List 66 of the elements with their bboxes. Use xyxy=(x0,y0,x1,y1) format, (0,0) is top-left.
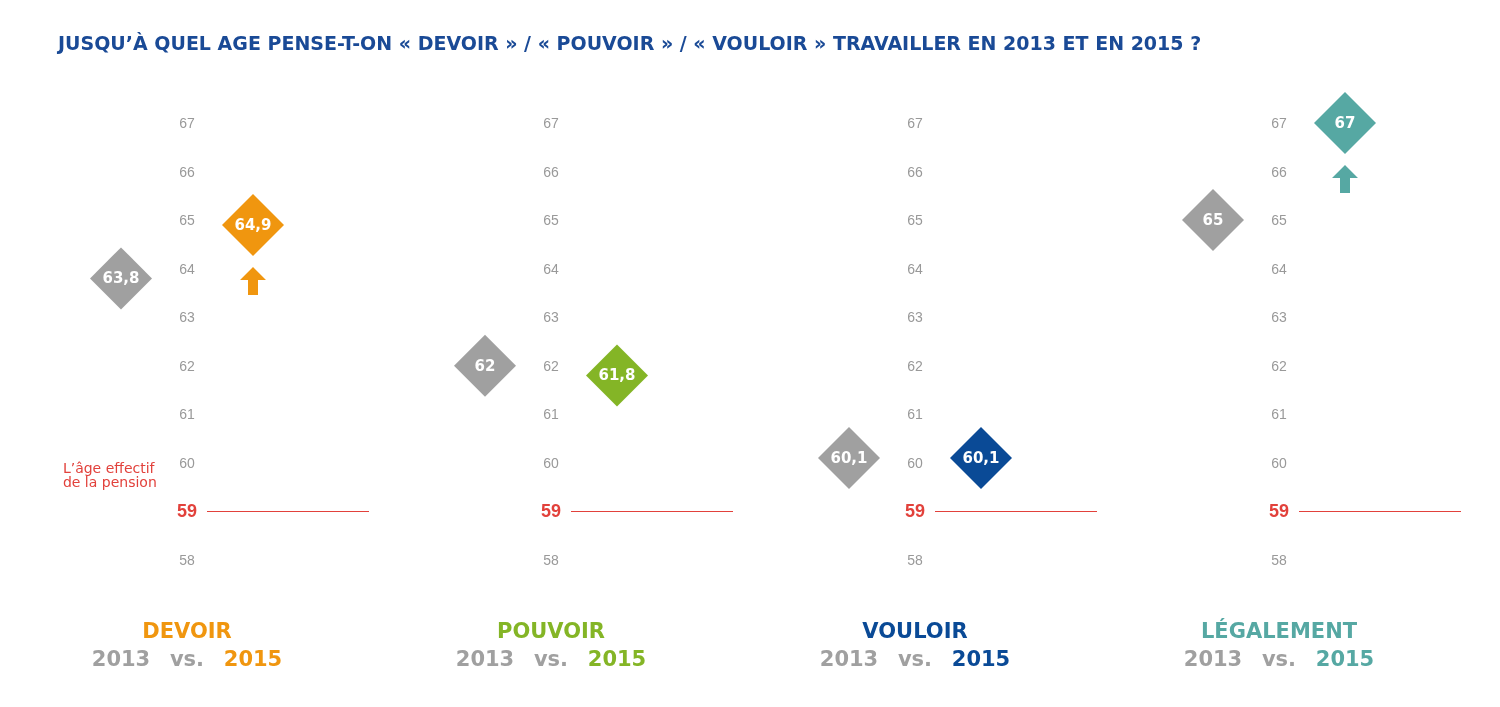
y-tick-label: 63 xyxy=(907,309,923,326)
y-tick-label: 65 xyxy=(179,212,195,229)
y-tick-label: 65 xyxy=(543,212,559,229)
y-tick-label: 59 xyxy=(1268,501,1290,522)
x-axis-title: LÉGALEMENT xyxy=(1200,617,1358,643)
data-label: 61,8 xyxy=(598,366,636,385)
y-tick-label: 59 xyxy=(176,501,198,522)
y-tick-label: 63 xyxy=(543,309,559,326)
y-tick-label: 65 xyxy=(907,212,923,229)
data-label: 60,1 xyxy=(962,449,1000,468)
x-tick-label: 2013 xyxy=(1183,646,1243,671)
data-label: 62 xyxy=(474,356,496,375)
y-tick-label: 66 xyxy=(1271,163,1287,180)
y-tick-label: 62 xyxy=(907,357,923,374)
y-tick-label: 60 xyxy=(1271,454,1287,471)
y-tick-label: 67 xyxy=(907,115,923,131)
y-tick-label: 64 xyxy=(1271,260,1287,277)
x-tick-label: 2013 xyxy=(819,646,879,671)
y-tick-label: 58 xyxy=(1271,552,1287,568)
x-tick-label: 2015 xyxy=(587,646,647,671)
y-tick-label: 64 xyxy=(907,260,923,277)
y-tick-label: 67 xyxy=(1271,115,1287,131)
y-tick-label: 63 xyxy=(1271,309,1287,326)
y-tick-label: 66 xyxy=(179,163,195,180)
text: vs. xyxy=(169,646,205,671)
data-label: 60,1 xyxy=(830,449,868,468)
y-tick-label: 66 xyxy=(543,163,559,180)
y-tick-label: 61 xyxy=(1271,406,1287,423)
x-axis-title: VOULOIR xyxy=(862,618,968,643)
x-tick-label: 2013 xyxy=(91,646,151,671)
x-tick-label: 2015 xyxy=(1315,646,1375,671)
y-tick-label: 62 xyxy=(179,357,195,374)
y-tick-label: 61 xyxy=(543,406,559,423)
x-tick-label: 2013 xyxy=(455,646,515,671)
y-tick-label: 60 xyxy=(907,454,923,471)
ref-line-label: L’âge effectif de la pension xyxy=(62,460,159,491)
y-tick-label: 62 xyxy=(543,357,559,374)
x-tick-label: 2015 xyxy=(951,646,1011,671)
y-tick-label: 58 xyxy=(543,552,559,568)
x-axis-title: POUVOIR xyxy=(496,618,606,643)
y-tick-label: 59 xyxy=(540,501,562,522)
y-tick-label: 62 xyxy=(1271,357,1287,374)
data-label: 65 xyxy=(1202,211,1224,230)
y-tick-label: 61 xyxy=(179,406,195,423)
y-tick-label: 64 xyxy=(179,260,195,277)
x-axis-title: DEVOIR xyxy=(142,618,232,643)
text: vs. xyxy=(1261,646,1297,671)
y-tick-label: 60 xyxy=(543,454,559,471)
y-tick-label: 61 xyxy=(907,406,923,423)
y-tick-label: 67 xyxy=(543,115,559,131)
text: JUSQU’À QUEL AGE PENSE-T-ON « DEVOIR » / « POUVOIR » / « VOULOIR » TRAVAILLER EN 2013 ET EN 2015 ? xyxy=(58,32,1202,54)
y-tick-label: 60 xyxy=(179,454,195,471)
y-tick-label: 64 xyxy=(543,260,559,277)
data-label: 67 xyxy=(1334,114,1356,132)
y-tick-label: 58 xyxy=(179,552,195,568)
x-tick-label: 2015 xyxy=(223,646,283,671)
y-tick-label: 59 xyxy=(904,501,926,522)
y-tick-label: 58 xyxy=(907,552,923,568)
y-tick-label: 63 xyxy=(179,309,195,326)
text: vs. xyxy=(533,646,569,671)
y-tick-label: 66 xyxy=(907,163,923,180)
text: vs. xyxy=(897,646,933,671)
data-label: 64,9 xyxy=(234,215,272,234)
y-tick-label: 67 xyxy=(179,115,195,131)
data-label: 63,8 xyxy=(102,269,140,288)
y-tick-label: 65 xyxy=(1271,212,1287,229)
